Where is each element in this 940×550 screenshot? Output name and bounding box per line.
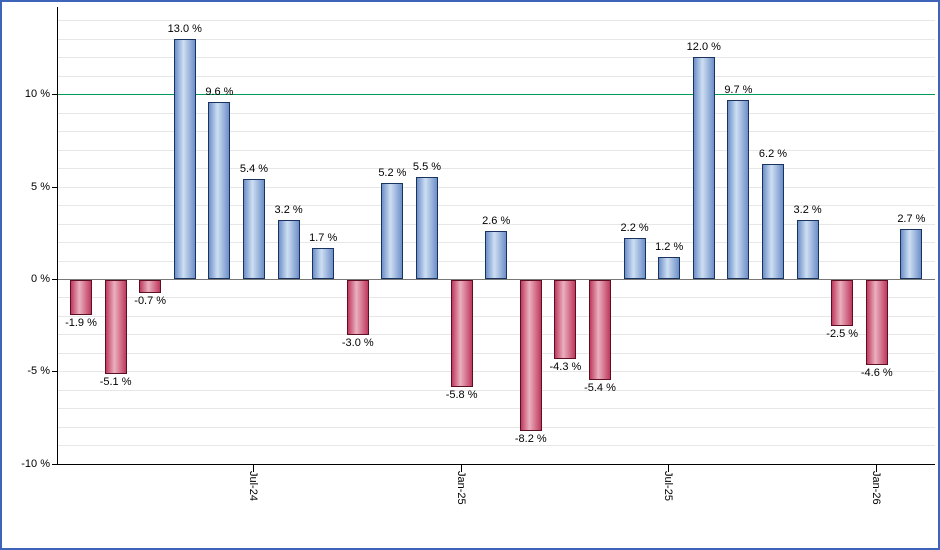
gridline bbox=[58, 57, 935, 59]
gridline bbox=[58, 38, 935, 40]
positive-bar bbox=[900, 229, 923, 279]
positive-bar bbox=[312, 247, 335, 279]
gridline bbox=[58, 205, 935, 207]
negative-bar bbox=[70, 280, 92, 316]
bar-value-label: 5.4 % bbox=[239, 163, 269, 176]
zero-axis-line bbox=[58, 279, 935, 280]
y-axis-tick-label: -5 % bbox=[27, 365, 50, 378]
bar-value-label: -4.3 % bbox=[549, 361, 582, 374]
negative-bar bbox=[104, 280, 127, 375]
y-axis-tick-label: 0 % bbox=[31, 273, 50, 285]
gridline bbox=[58, 149, 935, 151]
gridline bbox=[58, 371, 935, 373]
positive-bar bbox=[277, 219, 300, 279]
negative-bar bbox=[139, 280, 162, 293]
positive-bar bbox=[208, 101, 231, 279]
bar-value-label: 6.2 % bbox=[758, 148, 788, 161]
bar-value-label: 1.2 % bbox=[655, 240, 684, 253]
gridline bbox=[58, 389, 935, 391]
gridline bbox=[58, 408, 935, 410]
negative-bar bbox=[865, 280, 888, 365]
positive-bar bbox=[173, 38, 196, 279]
negative-bar bbox=[450, 280, 473, 388]
positive-bar bbox=[796, 219, 819, 279]
bar-value-label: -4.6 % bbox=[860, 366, 893, 379]
positive-bar bbox=[623, 238, 646, 279]
positive-bar bbox=[243, 179, 265, 279]
bar-value-label: 3.2 % bbox=[274, 203, 303, 216]
y-axis-tick bbox=[52, 463, 57, 465]
x-axis-tick bbox=[875, 465, 877, 472]
bar-value-label: 2.7 % bbox=[897, 213, 926, 226]
bar-value-label: -2.5 % bbox=[826, 328, 859, 341]
bar-value-label: 9.6 % bbox=[205, 85, 234, 98]
plot-area: -1.9 % -5.1 % -0.7 % 13.0 % 9.6 % 5.4 % 3.2 % 1… bbox=[57, 7, 935, 465]
gridline bbox=[58, 223, 935, 225]
negative-bar bbox=[346, 280, 369, 336]
negative-bar bbox=[589, 280, 611, 380]
y-axis-tick-label: 5 % bbox=[31, 180, 50, 193]
bar-value-label: -5.4 % bbox=[584, 381, 616, 394]
x-axis-tick bbox=[460, 465, 462, 472]
x-axis-tick-label: Jan-25 bbox=[454, 471, 467, 505]
negative-bar bbox=[519, 280, 542, 432]
y-axis-tick bbox=[52, 94, 57, 96]
gridline bbox=[58, 445, 935, 447]
x-axis-tick-label: Jul-25 bbox=[662, 471, 675, 501]
positive-bar bbox=[727, 99, 750, 279]
gridline bbox=[58, 297, 935, 299]
bar-value-label: 2.2 % bbox=[620, 222, 649, 235]
gridline bbox=[58, 426, 935, 428]
bar-value-label: 1.7 % bbox=[309, 231, 338, 244]
y-axis-tick bbox=[52, 371, 57, 373]
positive-bar bbox=[762, 164, 784, 279]
gridline bbox=[58, 20, 935, 22]
gridline bbox=[58, 186, 935, 188]
bar-value-label: 3.2 % bbox=[793, 203, 822, 216]
x-axis-tick-label: Jan-26 bbox=[869, 471, 882, 505]
reference-line-10pct bbox=[58, 94, 935, 96]
gridline bbox=[58, 334, 935, 336]
y-axis-tick bbox=[52, 279, 57, 280]
positive-bar bbox=[416, 177, 438, 279]
bar-value-label: -1.9 % bbox=[65, 317, 97, 330]
bar-value-label: -5.1 % bbox=[99, 376, 132, 389]
bar-value-label: 5.5 % bbox=[412, 161, 442, 174]
y-axis-tick-label: -10 % bbox=[21, 457, 50, 470]
bar-value-label: -8.2 % bbox=[514, 433, 547, 446]
bar-value-label: 13.0 % bbox=[167, 22, 202, 35]
bar-value-label: -0.7 % bbox=[134, 294, 167, 307]
bar-value-label: -3.0 % bbox=[341, 337, 374, 350]
positive-bar bbox=[692, 57, 715, 279]
positive-bar bbox=[381, 182, 404, 279]
x-axis-tick bbox=[253, 465, 254, 472]
gridline bbox=[58, 315, 935, 317]
gridline bbox=[58, 168, 935, 170]
gridline bbox=[58, 75, 935, 77]
bar-value-label: 12.0 % bbox=[686, 41, 721, 54]
positive-bar bbox=[658, 256, 681, 279]
negative-bar bbox=[831, 280, 854, 327]
positive-bar bbox=[485, 230, 508, 279]
negative-bar bbox=[554, 280, 577, 360]
bar-value-label: 9.7 % bbox=[724, 83, 753, 96]
x-axis-tick-label: Jul-24 bbox=[247, 471, 259, 501]
bar-value-label: 5.2 % bbox=[378, 166, 407, 179]
gridline bbox=[58, 352, 935, 354]
y-axis-tick-label: 10 % bbox=[24, 88, 50, 101]
bar-value-label: -5.8 % bbox=[445, 389, 478, 402]
y-axis-tick bbox=[52, 186, 57, 188]
x-axis-tick bbox=[668, 465, 670, 472]
gridline bbox=[58, 131, 935, 133]
bar-value-label: 2.6 % bbox=[482, 214, 511, 227]
gridline bbox=[58, 112, 935, 114]
